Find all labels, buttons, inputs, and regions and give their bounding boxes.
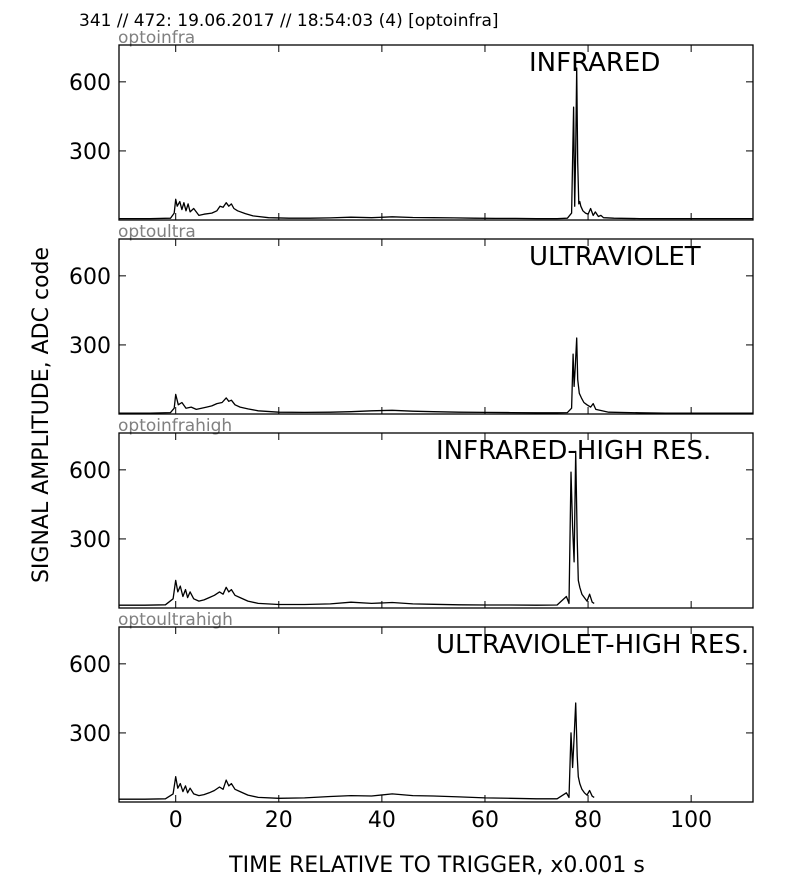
y-tick-label: 300	[69, 722, 111, 747]
panel-title: INFRARED	[529, 48, 660, 78]
y-tick-label: 600	[69, 459, 111, 484]
channel-label: optoultra	[118, 222, 196, 242]
panel-optoinfra: optoinfra 300 600 INFRARED	[69, 28, 754, 221]
panel-optoinfrahigh: optoinfrahigh 300 600 INFRARED-HIGH RES.	[69, 416, 754, 609]
y-tick-label: 600	[69, 265, 111, 290]
panel-title: ULTRAVIOLET-HIGH RES.	[436, 630, 749, 660]
plot-frame	[118, 626, 754, 803]
channel-label: optoultrahigh	[118, 610, 233, 630]
x-tick-label: 60	[471, 808, 499, 833]
x-tick-label: 100	[670, 808, 712, 833]
panel-optoultrahigh: optoultrahigh 300 600 0 20 40 60 80 100 ULTRAVIOL…	[69, 610, 754, 833]
y-tick-label: 300	[69, 334, 111, 359]
x-tick-label: 80	[574, 808, 602, 833]
chart-panels: optoinfra300600INFRAREDoptoultra300600UL…	[69, 28, 754, 833]
y-tick-label: 300	[69, 140, 111, 165]
y-tick-label: 600	[69, 71, 111, 96]
panel-title: ULTRAVIOLET	[529, 242, 701, 272]
x-tick-label: 20	[265, 808, 293, 833]
panel-title: INFRARED-HIGH RES.	[436, 436, 711, 466]
plot-frame	[118, 238, 754, 415]
signal-line	[119, 67, 753, 220]
x-axis-label: TIME RELATIVE TO TRIGGER, x0.001 s	[228, 853, 645, 878]
x-tick-label: 40	[368, 808, 396, 833]
signal-line	[119, 702, 595, 800]
plot-frame	[118, 44, 754, 221]
y-axis-label: SIGNAL AMPLITUDE, ADC code	[29, 247, 54, 583]
signal-line	[119, 450, 595, 606]
y-tick-label: 600	[69, 653, 111, 678]
figure-header: 341 // 472: 19.06.2017 // 18:54:03 (4) […	[79, 11, 499, 31]
x-tick-label: 0	[169, 808, 183, 833]
y-tick-label: 300	[69, 528, 111, 553]
channel-label: optoinfra	[118, 28, 195, 48]
signal-line	[119, 337, 753, 414]
channel-label: optoinfrahigh	[118, 416, 232, 436]
plot-frame	[118, 432, 754, 609]
panel-optoultra: optoultra 300 600 ULTRAVIOLET	[69, 222, 754, 415]
